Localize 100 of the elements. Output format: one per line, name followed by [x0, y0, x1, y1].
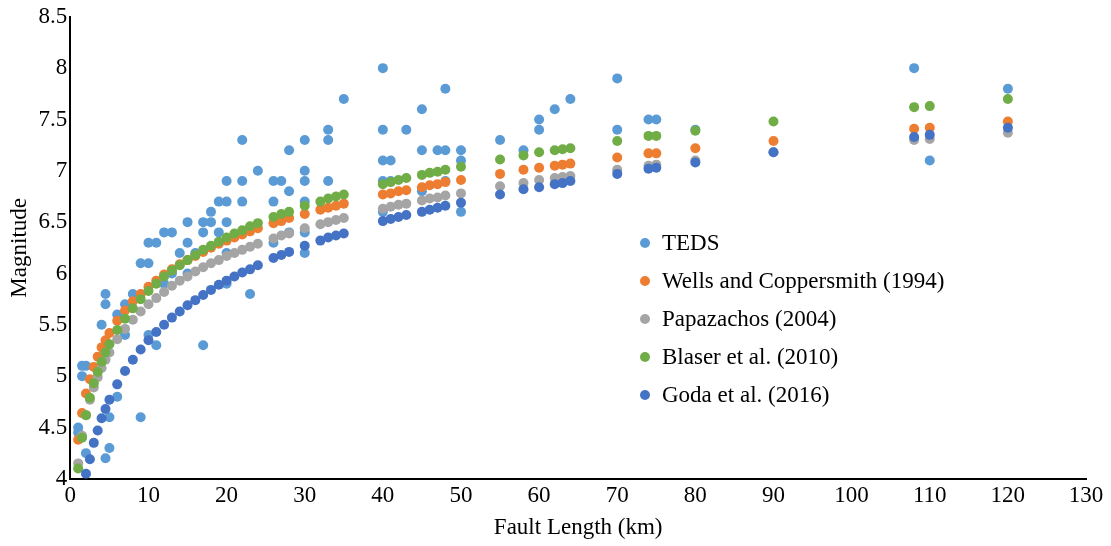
point: [73, 463, 84, 474]
y-tick-label: 7.5: [38, 105, 68, 131]
point: [455, 188, 466, 199]
point: [198, 262, 209, 273]
point: [96, 356, 107, 367]
point: [213, 279, 224, 290]
y-tick-label: 5: [55, 362, 68, 388]
point: [127, 303, 138, 314]
point: [135, 294, 146, 305]
point: [495, 189, 506, 200]
point: [690, 143, 701, 154]
legend-label: Blaser et al. (2010): [662, 344, 839, 370]
point: [330, 200, 341, 211]
point: [612, 152, 623, 163]
point: [229, 271, 240, 282]
point: [229, 247, 240, 258]
point: [338, 213, 349, 224]
y-tick-label: 8: [55, 54, 68, 80]
point: [401, 172, 412, 183]
point: [159, 319, 170, 330]
legend-label: Papazachos (2004): [662, 306, 837, 332]
x-tick-label: 70: [605, 481, 629, 507]
point: [416, 206, 427, 217]
x-tick-label: 60: [527, 481, 551, 507]
point: [612, 136, 623, 147]
point: [284, 206, 295, 217]
x-tick-label: 110: [912, 481, 947, 507]
y-tick-label: 6.5: [38, 208, 68, 234]
point: [315, 219, 326, 230]
point: [96, 413, 107, 424]
point: [565, 176, 576, 187]
point: [401, 209, 412, 220]
point: [252, 260, 263, 271]
point: [401, 198, 412, 209]
point: [330, 215, 341, 226]
point: [393, 212, 404, 222]
point: [338, 189, 349, 200]
point: [565, 143, 576, 154]
point: [393, 175, 404, 186]
x-tick-label: 130: [1068, 481, 1104, 507]
x-tick-label: 10: [136, 481, 160, 507]
x-axis-title: Fault Length (km): [493, 514, 663, 540]
y-axis-title: Magnitude: [5, 197, 31, 298]
point: [120, 366, 131, 376]
point: [88, 378, 99, 389]
point: [518, 184, 529, 195]
point: [651, 130, 662, 141]
point: [174, 275, 185, 286]
point: [909, 123, 920, 134]
point: [323, 202, 334, 213]
point: [565, 158, 576, 169]
point: [1002, 93, 1013, 104]
legend-label: Wells and Coppersmith (1994): [662, 268, 945, 294]
point: [416, 169, 427, 180]
x-tick-label: 40: [371, 481, 395, 507]
point: [92, 425, 103, 436]
point: [299, 223, 310, 234]
point: [104, 328, 115, 339]
point: [245, 264, 256, 275]
point: [534, 162, 545, 173]
point: [88, 437, 99, 448]
point: [143, 335, 154, 346]
point: [237, 267, 248, 278]
point: [455, 161, 466, 172]
point: [518, 164, 529, 175]
point: [495, 181, 506, 192]
point: [237, 244, 248, 255]
point: [174, 306, 185, 317]
point: [768, 136, 779, 147]
point: [159, 286, 170, 297]
point: [534, 147, 545, 158]
point: [299, 200, 310, 211]
point: [182, 300, 193, 311]
point: [338, 228, 349, 239]
x-tick-label: 80: [683, 481, 707, 507]
point: [276, 208, 287, 219]
point: [120, 313, 131, 324]
point: [924, 129, 935, 140]
point: [112, 334, 123, 345]
point: [268, 253, 279, 264]
point: [268, 212, 279, 222]
point: [112, 324, 123, 335]
point: [166, 280, 177, 291]
point: [440, 164, 451, 175]
point: [84, 454, 95, 465]
point: [455, 175, 466, 186]
y-tick-label: 7: [55, 156, 68, 182]
point: [198, 290, 209, 301]
point: [252, 218, 263, 229]
point: [612, 168, 623, 179]
point: [495, 154, 506, 165]
legend-label: Goda et al. (2016): [662, 382, 830, 408]
point: [104, 394, 115, 405]
point: [151, 293, 162, 304]
x-tick-label: 20: [215, 481, 239, 507]
point: [80, 468, 91, 479]
point: [299, 240, 310, 251]
point: [205, 258, 216, 269]
point: [166, 312, 177, 323]
point: [440, 200, 451, 211]
